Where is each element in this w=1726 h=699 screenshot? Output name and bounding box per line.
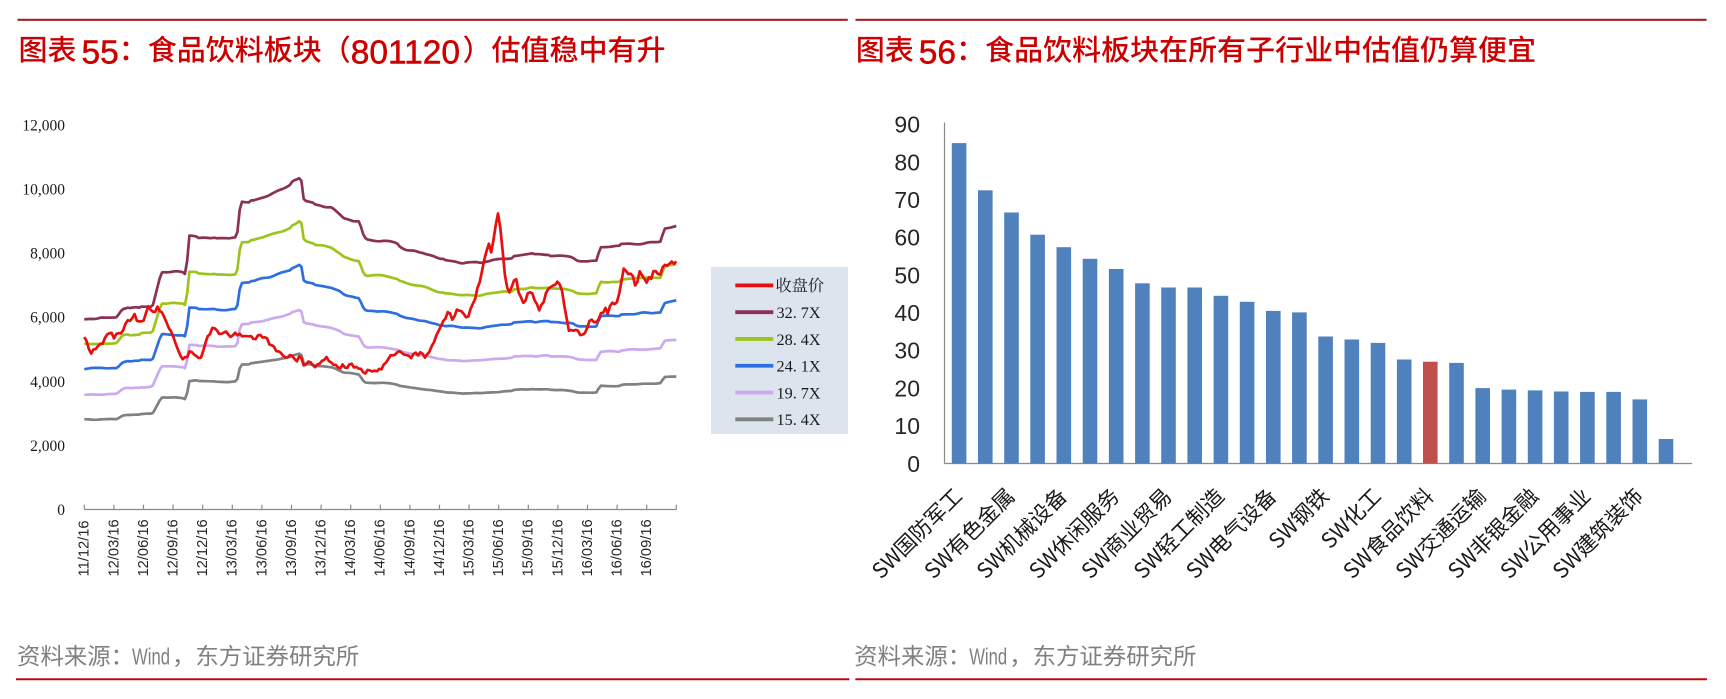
svg-text:12/09/16: 12/09/16: [166, 519, 182, 576]
svg-text:19. 7X: 19. 7X: [777, 384, 821, 402]
svg-text:Wind: Wind: [969, 644, 1007, 670]
svg-text:13/09/16: 13/09/16: [284, 519, 300, 576]
svg-text:30: 30: [894, 338, 920, 364]
svg-text:8,000: 8,000: [30, 246, 65, 263]
svg-text:Wind: Wind: [132, 644, 170, 670]
svg-text:16/03/16: 16/03/16: [580, 519, 596, 576]
svg-text:10: 10: [894, 413, 920, 439]
svg-text:12,000: 12,000: [22, 118, 65, 135]
svg-text:16/09/16: 16/09/16: [639, 519, 655, 576]
svg-text:2,000: 2,000: [30, 438, 65, 455]
svg-text:12/06/16: 12/06/16: [136, 519, 152, 576]
svg-text:15/03/16: 15/03/16: [462, 519, 478, 576]
svg-text:10,000: 10,000: [22, 182, 65, 199]
svg-text:24. 1X: 24. 1X: [777, 358, 821, 376]
svg-text:801120: 801120: [351, 34, 460, 71]
svg-text:14/06/16: 14/06/16: [373, 519, 389, 576]
svg-text:28. 4X: 28. 4X: [777, 331, 821, 349]
svg-text:15/06/16: 15/06/16: [491, 519, 507, 576]
svg-text:60: 60: [894, 225, 920, 251]
svg-text:15. 4X: 15. 4X: [777, 411, 821, 429]
svg-text:50: 50: [894, 262, 920, 288]
svg-text:70: 70: [894, 187, 920, 213]
svg-text:56: 56: [919, 34, 956, 71]
svg-text:6,000: 6,000: [30, 310, 65, 327]
svg-text:13/12/16: 13/12/16: [314, 519, 330, 576]
svg-text:15/12/16: 15/12/16: [550, 519, 566, 576]
svg-text:13/06/16: 13/06/16: [254, 519, 270, 576]
svg-text:11/12/16: 11/12/16: [77, 520, 93, 576]
svg-text:0: 0: [907, 451, 920, 477]
svg-text:12/03/16: 12/03/16: [106, 519, 122, 576]
svg-text:0: 0: [57, 502, 65, 519]
svg-text:16/06/16: 16/06/16: [610, 519, 626, 576]
svg-text:90: 90: [894, 112, 920, 138]
svg-text:14/12/16: 14/12/16: [432, 519, 448, 576]
svg-text:32. 7X: 32. 7X: [777, 304, 821, 322]
svg-text:40: 40: [894, 300, 920, 326]
svg-text:15/09/16: 15/09/16: [521, 519, 537, 576]
svg-text:14/09/16: 14/09/16: [402, 519, 418, 576]
svg-text:80: 80: [894, 149, 920, 175]
svg-text:20: 20: [894, 375, 920, 401]
svg-text:13/03/16: 13/03/16: [225, 519, 241, 576]
svg-text:14/03/16: 14/03/16: [343, 519, 359, 576]
svg-text:12/12/16: 12/12/16: [195, 519, 211, 576]
svg-text:4,000: 4,000: [30, 374, 65, 391]
svg-text:55: 55: [82, 34, 119, 71]
